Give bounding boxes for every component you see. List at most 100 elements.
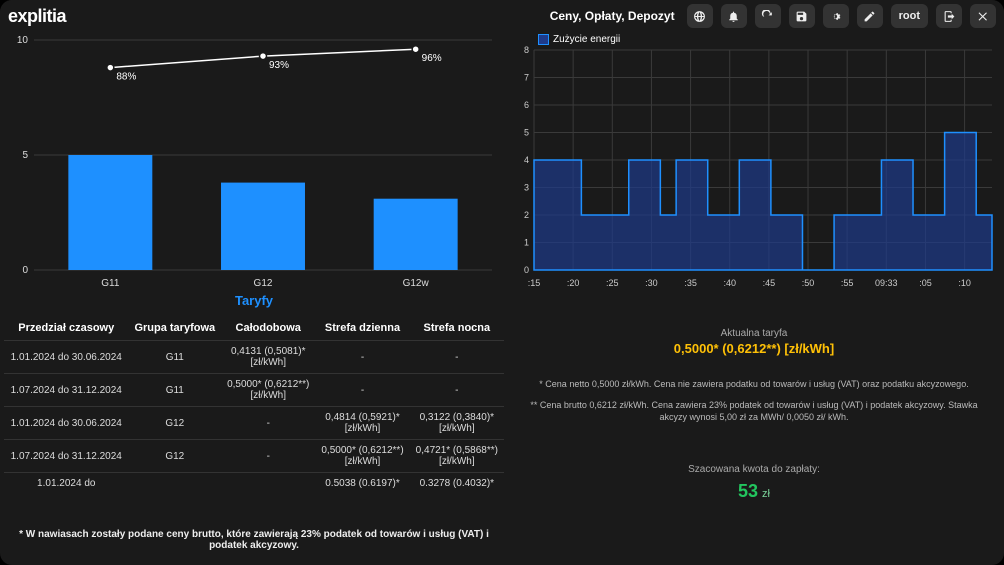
- estimate-value: 53 zł: [738, 481, 770, 502]
- table-cell: -: [315, 374, 409, 407]
- svg-text::50: :50: [802, 278, 815, 288]
- svg-text::55: :55: [841, 278, 854, 288]
- table-cell: 0,4814 (0,5921)*[zł/kWh]: [315, 407, 409, 440]
- table-row: 1.01.2024 do 30.06.2024G110,4131 (0,5081…: [4, 341, 504, 374]
- table-header: Strefa nocna: [410, 316, 504, 341]
- table-header: Przedział czasowy: [4, 316, 128, 341]
- table-footnote: * W nawiasach zostały podane ceny brutto…: [4, 523, 504, 561]
- svg-text:10: 10: [17, 35, 29, 46]
- svg-text:3: 3: [524, 183, 529, 193]
- breadcrumb: Ceny, Opłaty, Depozyt: [550, 9, 679, 23]
- table-cell: G12: [128, 407, 221, 440]
- bar: [374, 199, 458, 270]
- svg-text:7: 7: [524, 73, 529, 83]
- info-panel: Aktualna taryfa 0,5000* (0,6212**) [zł/k…: [508, 316, 1000, 561]
- table-cell: -: [221, 440, 315, 473]
- table-row: 1.01.2024 do 0.5038 (0.6197)*0.3278 (0.40…: [4, 473, 504, 495]
- svg-text:6: 6: [524, 100, 529, 110]
- table-cell: [221, 473, 315, 495]
- legend-label: Zużycie energii: [553, 34, 620, 45]
- svg-text:G12w: G12w: [403, 278, 430, 289]
- note-brutto: ** Cena brutto 0,6212 zł/kWh. Cena zawie…: [524, 399, 984, 424]
- estimate-label: Szacowana kwota do zapłaty:: [688, 464, 820, 475]
- gear-icon[interactable]: [823, 4, 849, 28]
- svg-text:1: 1: [524, 238, 529, 248]
- estimate-unit: zł: [762, 488, 770, 500]
- content-grid: 0510G11G12G12w88%93%96% Taryfy Zużycie e…: [0, 32, 1004, 565]
- table-cell: G11: [128, 341, 221, 374]
- estimate-number: 53: [738, 481, 758, 501]
- table-cell: 1.07.2024 do 31.12.2024: [4, 374, 128, 407]
- current-tariff-label: Aktualna taryfa: [721, 328, 788, 339]
- tariff-chart: 0 5 10 G11 G12 G12w 88% 93% 96% Taryfy: [4, 32, 504, 312]
- svg-text:88%: 88%: [116, 72, 136, 83]
- table-cell: 0,4131 (0,5081)*[zł/kWh]: [221, 341, 315, 374]
- bar: [68, 155, 152, 270]
- table-cell: G11: [128, 374, 221, 407]
- table-header: Strefa dzienna: [315, 316, 409, 341]
- svg-text:4: 4: [524, 155, 529, 165]
- table-cell: 0,4721* (0,5868**)[zł/kWh]: [410, 440, 504, 473]
- table-header: Grupa taryfowa: [128, 316, 221, 341]
- svg-text::30: :30: [645, 278, 658, 288]
- svg-text::35: :35: [684, 278, 697, 288]
- svg-text:93%: 93%: [269, 60, 289, 71]
- table-cell: 0,5000* (0,6212**)[zł/kWh]: [315, 440, 409, 473]
- svg-text:5: 5: [524, 128, 529, 138]
- svg-text::10: :10: [958, 278, 971, 288]
- table-cell: [128, 473, 221, 495]
- table-cell: 0.5038 (0.6197)*: [315, 473, 409, 495]
- svg-text:G11: G11: [101, 278, 120, 289]
- table-cell: 1.07.2024 do 31.12.2024: [4, 440, 128, 473]
- svg-text:8: 8: [524, 45, 529, 55]
- logo-text: explitia: [8, 6, 66, 27]
- table-cell: 0.3278 (0.4032)*: [410, 473, 504, 495]
- legend-swatch: [538, 34, 549, 45]
- table-cell: 1.01.2024 do 30.06.2024: [4, 407, 128, 440]
- svg-text:09:33: 09:33: [875, 278, 898, 288]
- logout-icon[interactable]: [936, 4, 962, 28]
- table-cell: -: [410, 374, 504, 407]
- svg-text::15: :15: [528, 278, 541, 288]
- table-row: 1.07.2024 do 31.12.2024G110,5000* (0,621…: [4, 374, 504, 407]
- logo: explitia: [8, 6, 66, 27]
- user-button[interactable]: root: [891, 4, 928, 28]
- app-root: explitia Ceny, Opłaty, Depozyt root 0510…: [0, 0, 1004, 565]
- save-icon[interactable]: [789, 4, 815, 28]
- current-tariff-value: 0,5000* (0,6212**) [zł/kWh]: [674, 341, 834, 356]
- energy-legend: Zużycie energii: [538, 34, 620, 45]
- energy-chart: Zużycie energii 012345678:15:20:25:30:35…: [508, 32, 1000, 312]
- svg-text::40: :40: [723, 278, 736, 288]
- svg-text::45: :45: [763, 278, 776, 288]
- svg-text:G12: G12: [254, 278, 273, 289]
- table-row: 1.01.2024 do 30.06.2024G12-0,4814 (0,592…: [4, 407, 504, 440]
- table-cell: 0,3122 (0,3840)*[zł/kWh]: [410, 407, 504, 440]
- table-cell: G12: [128, 440, 221, 473]
- svg-text:5: 5: [22, 150, 28, 161]
- tariff-chart-title: Taryfy: [4, 293, 504, 308]
- table-row: 1.07.2024 do 31.12.2024G12-0,5000* (0,62…: [4, 440, 504, 473]
- svg-text::05: :05: [919, 278, 932, 288]
- note-netto: * Cena netto 0,5000 zł/kWh. Cena nie zaw…: [539, 378, 968, 391]
- close-icon[interactable]: [970, 4, 996, 28]
- energy-area: [534, 133, 992, 271]
- edit-icon[interactable]: [857, 4, 883, 28]
- svg-text:2: 2: [524, 210, 529, 220]
- globe-icon[interactable]: [687, 4, 713, 28]
- table-cell: 1.01.2024 do: [4, 473, 128, 495]
- tariff-table: Przedział czasowyGrupa taryfowaCałodobow…: [4, 316, 504, 494]
- table-cell: -: [221, 407, 315, 440]
- table-cell: 1.01.2024 do 30.06.2024: [4, 341, 128, 374]
- table-header: Całodobowa: [221, 316, 315, 341]
- refresh-icon[interactable]: [755, 4, 781, 28]
- svg-text:0: 0: [22, 265, 28, 276]
- svg-text::25: :25: [606, 278, 619, 288]
- svg-text:0: 0: [524, 265, 529, 275]
- table-cell: 0,5000* (0,6212**)[zł/kWh]: [221, 374, 315, 407]
- bell-icon[interactable]: [721, 4, 747, 28]
- table-cell: -: [315, 341, 409, 374]
- table-cell: -: [410, 341, 504, 374]
- svg-text:96%: 96%: [422, 53, 442, 64]
- bar: [221, 183, 305, 270]
- tariff-chart-svg: 0 5 10 G11 G12 G12w 88% 93% 96%: [4, 32, 504, 292]
